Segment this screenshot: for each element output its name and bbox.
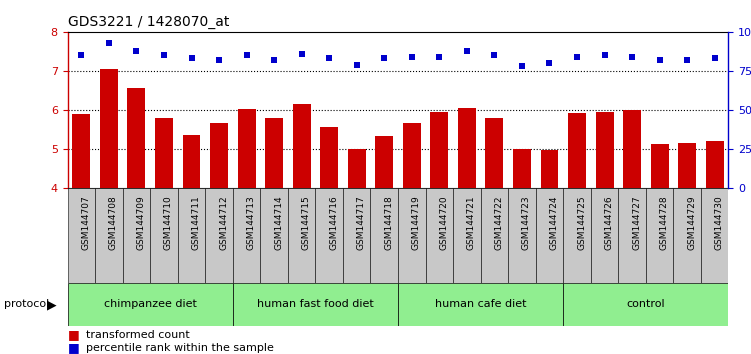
Bar (68, 188, 95, 283)
Bar (370, 188, 398, 283)
Bar (706, 141, 724, 188)
Text: GSM144721: GSM144721 (467, 195, 476, 250)
Text: GSM144719: GSM144719 (412, 195, 421, 250)
Text: GSM144707: GSM144707 (81, 195, 90, 250)
Text: human cafe diet: human cafe diet (435, 299, 526, 309)
Bar (453, 188, 481, 283)
Bar (674, 188, 701, 283)
Text: ■: ■ (68, 328, 80, 341)
Bar (233, 188, 261, 283)
Text: human fast food diet: human fast food diet (257, 299, 374, 309)
Text: GSM144711: GSM144711 (192, 195, 201, 250)
Bar (513, 149, 531, 188)
Bar (122, 188, 150, 283)
Bar (563, 188, 591, 283)
Bar (568, 113, 586, 188)
Bar (376, 136, 394, 188)
Bar (261, 188, 288, 283)
Bar (210, 124, 228, 188)
Bar (178, 188, 205, 283)
Bar (678, 143, 696, 188)
Text: ▶: ▶ (47, 298, 57, 311)
Bar (288, 188, 315, 283)
Text: control: control (626, 299, 665, 309)
Bar (293, 104, 311, 188)
Bar (233, 283, 398, 326)
Bar (701, 188, 728, 283)
Bar (650, 144, 668, 188)
Text: ■: ■ (68, 341, 80, 354)
Bar (265, 118, 283, 188)
Bar (618, 188, 646, 283)
Text: GSM144726: GSM144726 (605, 195, 614, 250)
Text: GSM144725: GSM144725 (577, 195, 586, 250)
Text: GSM144728: GSM144728 (659, 195, 668, 250)
Bar (430, 112, 448, 188)
Bar (541, 150, 559, 188)
Text: GSM144715: GSM144715 (302, 195, 311, 250)
Text: GSM144724: GSM144724 (550, 195, 559, 250)
Text: GSM144727: GSM144727 (632, 195, 641, 250)
Bar (100, 69, 118, 188)
Text: GSM144729: GSM144729 (687, 195, 696, 250)
Bar (535, 188, 563, 283)
Text: GSM144716: GSM144716 (329, 195, 338, 250)
Bar (591, 188, 618, 283)
Bar (426, 188, 453, 283)
Bar (343, 188, 370, 283)
Text: GSM144710: GSM144710 (164, 195, 173, 250)
Bar (150, 188, 178, 283)
Text: percentile rank within the sample: percentile rank within the sample (86, 343, 274, 353)
Bar (596, 112, 614, 188)
Text: protocol: protocol (4, 299, 49, 309)
Text: GSM144709: GSM144709 (137, 195, 146, 250)
Text: GSM144730: GSM144730 (715, 195, 724, 250)
Bar (646, 188, 674, 283)
Bar (398, 283, 563, 326)
Bar (128, 88, 146, 188)
Text: GSM144722: GSM144722 (494, 195, 503, 250)
Text: GDS3221 / 1428070_at: GDS3221 / 1428070_at (68, 16, 229, 29)
Text: GSM144717: GSM144717 (357, 195, 366, 250)
Text: GSM144714: GSM144714 (274, 195, 283, 250)
Bar (481, 188, 508, 283)
Bar (398, 188, 426, 283)
Bar (68, 283, 233, 326)
Bar (623, 110, 641, 188)
Bar (458, 108, 476, 188)
Bar (485, 118, 503, 188)
Bar (403, 124, 421, 188)
Text: GSM144723: GSM144723 (522, 195, 531, 250)
Bar (205, 188, 233, 283)
Bar (563, 283, 728, 326)
Bar (348, 149, 366, 188)
Bar (508, 188, 535, 283)
Text: GSM144712: GSM144712 (219, 195, 228, 250)
Text: GSM144718: GSM144718 (385, 195, 394, 250)
Text: transformed count: transformed count (86, 330, 190, 339)
Bar (72, 114, 90, 188)
Text: GSM144708: GSM144708 (109, 195, 118, 250)
Text: GSM144713: GSM144713 (246, 195, 255, 250)
Text: chimpanzee diet: chimpanzee diet (104, 299, 197, 309)
Bar (315, 188, 343, 283)
Bar (237, 109, 255, 188)
Bar (155, 118, 173, 188)
Bar (182, 135, 201, 188)
Bar (95, 188, 122, 283)
Bar (320, 127, 338, 188)
Text: GSM144720: GSM144720 (439, 195, 448, 250)
